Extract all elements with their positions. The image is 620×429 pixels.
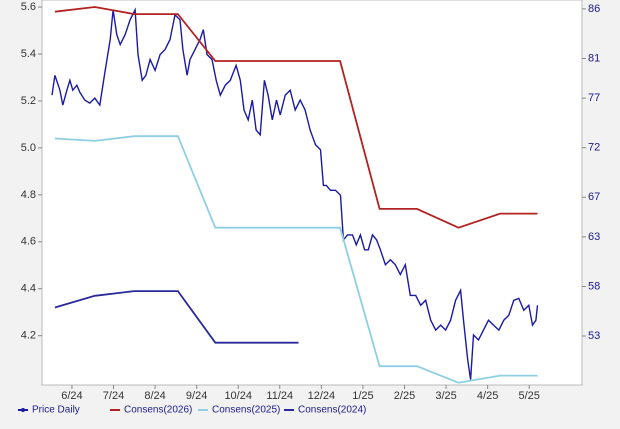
legend-label: Consens(2026) (124, 405, 192, 416)
x-tick-label: 5/25 (518, 390, 539, 402)
series-line (51, 7, 539, 380)
y-tick-label: 4.6 (21, 236, 36, 248)
y2-tick-label: 67 (588, 191, 600, 203)
x-tick-label: 8/24 (144, 390, 165, 402)
y-tick-label: 4.4 (21, 283, 36, 295)
y2-tick-label: 86 (588, 3, 600, 15)
x-tick-label: 6/24 (61, 390, 82, 402)
x-tick-label: 7/24 (103, 390, 124, 402)
series-line (54, 135, 538, 384)
x-tick-label: 11/24 (266, 390, 293, 402)
y2-tick-label: 72 (588, 142, 600, 154)
x-tick-label: 9/24 (186, 390, 207, 402)
legend-label: Price Daily (32, 405, 80, 416)
legend-marker (21, 408, 25, 412)
x-tick-label: 10/24 (224, 390, 252, 402)
x-tick-label: 3/25 (435, 390, 456, 402)
y-tick-label: 5.0 (21, 142, 36, 154)
y-tick-label: 4.2 (21, 330, 36, 342)
series-line (54, 6, 538, 229)
plot-area (41, 0, 583, 386)
x-tick-label: 12/24 (308, 390, 336, 402)
y2-tick-label: 81 (588, 52, 600, 64)
y-tick-label: 5.6 (21, 1, 36, 13)
legend-label: Consens(2024) (298, 405, 366, 416)
y-tick-label: 4.8 (21, 189, 36, 201)
y2-tick-label: 63 (588, 231, 600, 243)
series-line (54, 290, 299, 344)
x-tick-label: 2/25 (394, 390, 415, 402)
y2-tick-label: 58 (588, 280, 600, 292)
y2-tick-label: 53 (588, 330, 600, 342)
y2-tick-label: 77 (588, 92, 600, 104)
x-tick-label: 4/25 (477, 390, 498, 402)
y-tick-label: 5.2 (21, 95, 36, 107)
x-tick-label: 1/25 (352, 390, 373, 402)
legend-label: Consens(2025) (212, 405, 280, 416)
y-tick-label: 5.4 (21, 48, 36, 60)
